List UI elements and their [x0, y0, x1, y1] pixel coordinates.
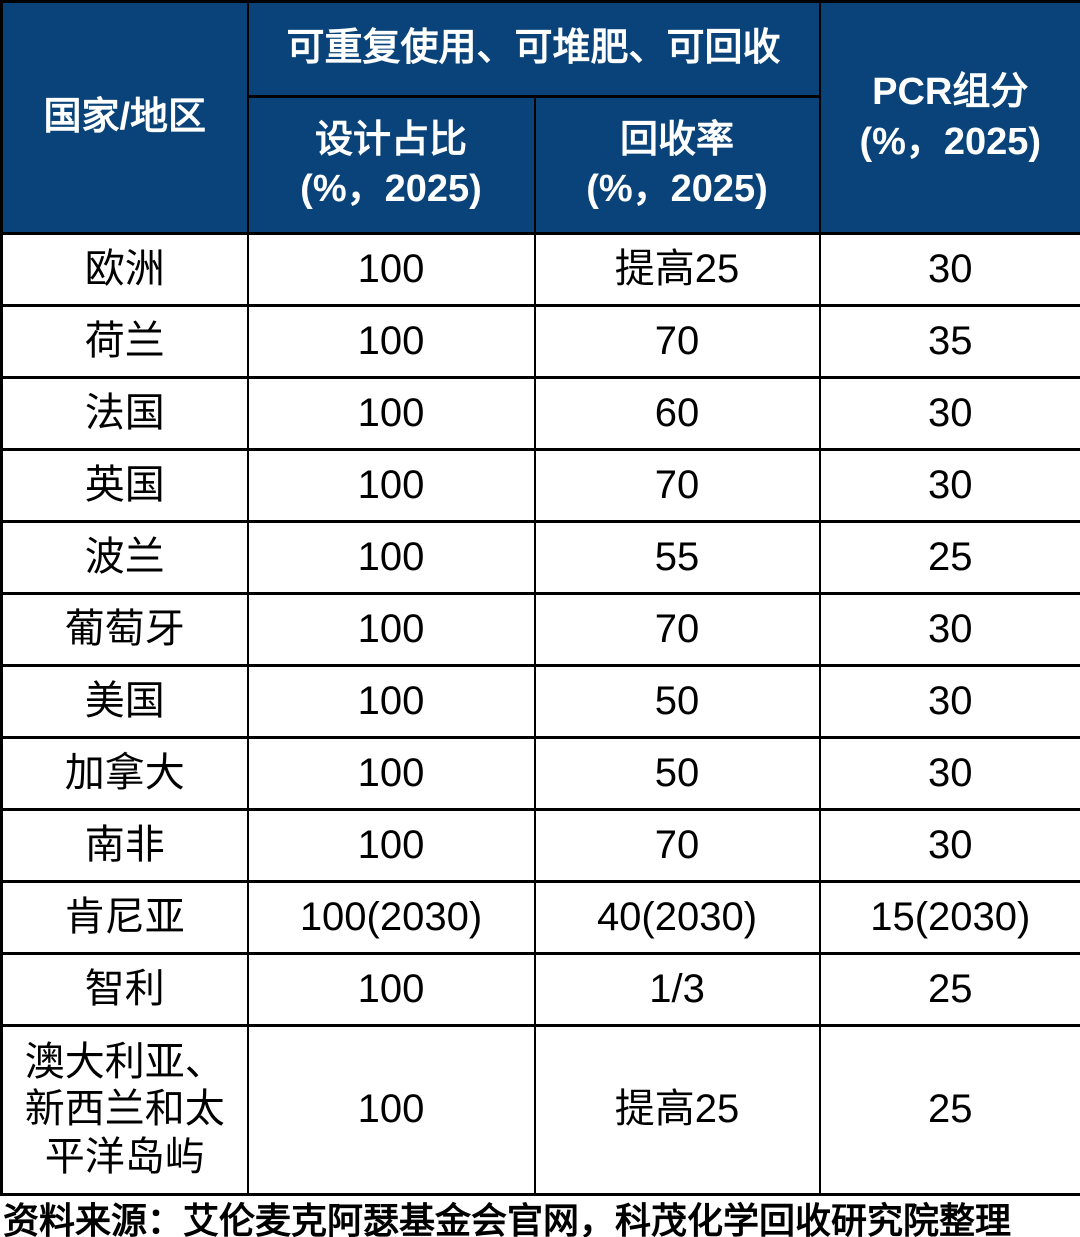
- table-row-poland: 波兰 100 55 25: [0, 520, 1080, 595]
- source-note: 资料来源：艾伦麦克阿瑟基金会官网，科茂化学回收研究院整理: [3, 1200, 1012, 1237]
- policy-table: 国家/地区 可重复使用、可堆肥、可回收 PCR组分 (%，2025) 设计占比 …: [0, 0, 1080, 1196]
- table-row-kenya: 肯尼亚 100(2030) 40(2030) 15(2030): [0, 880, 1080, 955]
- cell-country: 波兰: [0, 520, 249, 595]
- header-design-share: 设计占比 (%，2025): [246, 95, 536, 235]
- cell-pcr: 25: [818, 952, 1080, 1027]
- cell-country: 欧洲: [0, 232, 249, 307]
- cell-recycle-rate: 50: [533, 736, 821, 811]
- header-group-title: 可重复使用、可堆肥、可回收: [246, 0, 821, 98]
- cell-country: 澳大利亚、 新西兰和太 平洋岛屿: [0, 1024, 249, 1196]
- cell-pcr: 30: [818, 592, 1080, 667]
- header-recycle-rate: 回收率 (%，2025): [533, 95, 821, 235]
- cell-pcr: 30: [818, 736, 1080, 811]
- header-row-sub: 设计占比 (%，2025) 回收率 (%，2025): [2, 95, 1080, 235]
- table-row-portugal: 葡萄牙 100 70 30: [0, 592, 1080, 667]
- table-row-uk: 英国 100 70 30: [0, 448, 1080, 523]
- table-row-australia-nz-pacific: 澳大利亚、 新西兰和太 平洋岛屿 100 提高25 25: [0, 1024, 1080, 1196]
- table-row-usa: 美国 100 50 30: [0, 664, 1080, 739]
- cell-country: 南非: [0, 808, 249, 883]
- cell-design-share: 100: [246, 592, 536, 667]
- cell-recycle-rate: 提高25: [533, 232, 821, 307]
- cell-design-share: 100: [246, 232, 536, 307]
- cell-recycle-rate: 70: [533, 808, 821, 883]
- cell-recycle-rate: 70: [533, 592, 821, 667]
- cell-pcr: 30: [818, 664, 1080, 739]
- cell-pcr: 25: [818, 1024, 1080, 1196]
- cell-design-share: 100: [246, 952, 536, 1027]
- cell-country: 葡萄牙: [0, 592, 249, 667]
- table-row-france: 法国 100 60 30: [0, 376, 1080, 451]
- table-row-chile: 智利 100 1/3 25: [0, 952, 1080, 1027]
- cell-recycle-rate: 70: [533, 304, 821, 379]
- cell-country: 英国: [0, 448, 249, 523]
- header-row-top: 国家/地区 可重复使用、可堆肥、可回收 PCR组分 (%，2025): [0, 0, 1080, 235]
- cell-design-share: 100: [246, 376, 536, 451]
- cell-recycle-rate: 提高25: [533, 1024, 821, 1196]
- header-pcr-component: PCR组分 (%，2025): [818, 0, 1080, 235]
- cell-design-share: 100: [246, 304, 536, 379]
- cell-design-share: 100: [246, 664, 536, 739]
- header-country-region: 国家/地区: [0, 0, 249, 235]
- cell-pcr: 30: [818, 808, 1080, 883]
- cell-recycle-rate: 50: [533, 664, 821, 739]
- cell-pcr: 30: [818, 376, 1080, 451]
- table-row-europe: 欧洲 100 提高25 30: [0, 232, 1080, 307]
- table-row-south-africa: 南非 100 70 30: [0, 808, 1080, 883]
- cell-recycle-rate: 1/3: [533, 952, 821, 1027]
- cell-country: 美国: [0, 664, 249, 739]
- table-row-netherlands: 荷兰 100 70 35: [0, 304, 1080, 379]
- cell-recycle-rate: 60: [533, 376, 821, 451]
- table-row-canada: 加拿大 100 50 30: [0, 736, 1080, 811]
- cell-design-share: 100: [246, 520, 536, 595]
- cell-pcr: 35: [818, 304, 1080, 379]
- cell-pcr: 30: [818, 448, 1080, 523]
- cell-pcr: 25: [818, 520, 1080, 595]
- cell-pcr: 15(2030): [818, 880, 1080, 955]
- cell-pcr: 30: [818, 232, 1080, 307]
- cell-design-share: 100(2030): [246, 880, 536, 955]
- cell-design-share: 100: [246, 1024, 536, 1196]
- cell-design-share: 100: [246, 808, 536, 883]
- cell-recycle-rate: 40(2030): [533, 880, 821, 955]
- cell-design-share: 100: [246, 448, 536, 523]
- cell-design-share: 100: [246, 736, 536, 811]
- cell-country: 荷兰: [0, 304, 249, 379]
- cell-country: 肯尼亚: [0, 880, 249, 955]
- cell-recycle-rate: 55: [533, 520, 821, 595]
- cell-country: 加拿大: [0, 736, 249, 811]
- cell-recycle-rate: 70: [533, 448, 821, 523]
- cell-country: 智利: [0, 952, 249, 1027]
- cell-country: 法国: [0, 376, 249, 451]
